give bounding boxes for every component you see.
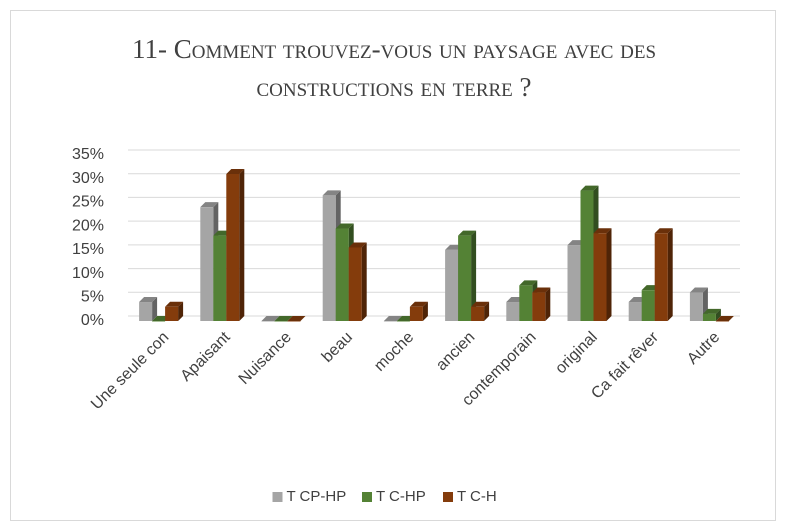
bar: [226, 168, 245, 321]
bar: [261, 316, 280, 322]
bar-face: [383, 316, 402, 321]
bar-face: [409, 301, 428, 307]
bar-face: [139, 302, 153, 321]
bar-face: [628, 302, 642, 321]
bar-face: [580, 190, 594, 321]
bar: [139, 297, 158, 321]
bar-face: [409, 306, 423, 321]
bar-face: [322, 195, 336, 321]
bar-face: [383, 321, 397, 322]
y-tick-label: 5%: [81, 289, 104, 306]
y-tick-label: 10%: [72, 265, 104, 282]
bar-face: [519, 280, 538, 286]
bar-face: [396, 321, 410, 322]
bar-face: [226, 168, 245, 174]
bar-face: [200, 202, 219, 208]
legend-swatch: [443, 492, 453, 502]
bar-face: [200, 207, 214, 321]
bar-face: [519, 285, 533, 321]
bar-face: [239, 168, 245, 321]
legend-swatch: [272, 492, 283, 502]
bar-face: [715, 308, 721, 321]
bar: [471, 301, 490, 321]
bar: [165, 301, 184, 321]
bar-face: [715, 316, 734, 321]
chart-border: [10, 10, 776, 521]
bar-face: [689, 287, 708, 293]
chart-title: 11- Comment trouvez-vous un paysage avec…: [131, 34, 657, 102]
bar: [348, 242, 367, 321]
bar: [274, 316, 293, 322]
y-tick-label: 0%: [81, 312, 104, 329]
bar-face: [641, 290, 655, 321]
bar-face: [165, 306, 179, 321]
bar-face: [471, 230, 477, 321]
bar-face: [654, 228, 673, 234]
bar: [654, 228, 673, 321]
bar: [702, 308, 721, 321]
bar-face: [471, 301, 490, 307]
bar-face: [471, 306, 485, 321]
bar-face: [213, 235, 227, 321]
bar: [593, 228, 612, 321]
bar-face: [532, 292, 546, 321]
bar: [409, 301, 428, 321]
bar: [458, 230, 477, 321]
bar-face: [322, 190, 341, 196]
legend-label: T C-HP: [376, 488, 426, 505]
bar-face: [458, 235, 472, 321]
bar-face: [152, 321, 166, 322]
bar-face: [606, 228, 612, 321]
bar: [287, 316, 306, 322]
bar-face: [532, 287, 551, 293]
bar-face: [348, 242, 367, 248]
bar-face: [335, 228, 349, 321]
bar-face: [715, 321, 729, 322]
bar-face: [348, 247, 362, 321]
bar-face: [654, 233, 668, 321]
bar-face: [152, 297, 158, 321]
bar-face: [458, 230, 477, 236]
legend-label: T C-H: [457, 488, 497, 505]
bar-face: [274, 316, 293, 321]
bar-face: [261, 316, 280, 321]
bar-face: [593, 228, 612, 234]
bar-face: [702, 313, 716, 321]
bar-face: [667, 228, 673, 321]
y-tick-label: 30%: [72, 170, 104, 187]
bar-face: [506, 302, 520, 321]
legend-swatch: [362, 492, 372, 502]
bar-face: [445, 249, 459, 321]
y-tick-label: 25%: [72, 194, 104, 211]
bar-face: [422, 301, 428, 321]
bar-face: [361, 242, 367, 321]
bar-face: [178, 301, 184, 321]
bar-face: [689, 292, 703, 321]
bar-face: [287, 316, 306, 321]
bar: [715, 316, 734, 322]
y-tick-label: 15%: [72, 241, 104, 258]
bar-face: [274, 321, 288, 322]
bar-face: [226, 173, 240, 321]
bar-face: [335, 223, 354, 229]
bar: [532, 287, 551, 321]
bar-face: [484, 301, 490, 321]
bar-face: [545, 287, 551, 321]
bar-face: [165, 301, 184, 307]
bar-face: [593, 233, 607, 321]
bar-face: [139, 297, 158, 303]
legend-label: T CP-HP: [287, 488, 347, 505]
bar-face: [567, 245, 581, 321]
bar-face: [580, 185, 599, 191]
bar: [383, 316, 402, 322]
y-tick-label: 35%: [72, 146, 104, 163]
y-tick-label: 20%: [72, 217, 104, 234]
bar-face: [261, 321, 275, 322]
bar-face: [287, 321, 301, 322]
bar-face: [702, 308, 721, 314]
